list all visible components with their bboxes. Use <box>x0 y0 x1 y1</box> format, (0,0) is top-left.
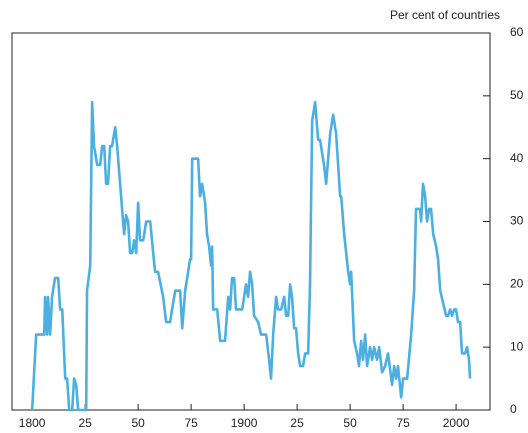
y-tick-label: 40 <box>510 151 524 165</box>
x-tick-label: 1800 <box>19 416 46 430</box>
x-tick-label: 75 <box>396 416 410 430</box>
y-tick-label: 10 <box>510 339 524 353</box>
x-tick-label: 50 <box>131 416 145 430</box>
x-tick-label: 75 <box>184 416 198 430</box>
y-tick-label: 30 <box>510 214 524 228</box>
x-tick-label: 25 <box>290 416 304 430</box>
y-tick-label: 20 <box>510 277 524 291</box>
plot-frame <box>11 32 491 411</box>
x-tick-label: 1900 <box>231 416 258 430</box>
x-tick-label: 2000 <box>443 416 470 430</box>
x-tick-label: 25 <box>78 416 92 430</box>
y-axis-label: Per cent of countries <box>390 8 500 22</box>
data-line <box>30 100 472 412</box>
y-tick-label: 0 <box>510 402 517 416</box>
y-tick-label: 50 <box>510 88 524 102</box>
y-tick-label: 60 <box>510 25 524 39</box>
x-tick-label: 50 <box>343 416 357 430</box>
